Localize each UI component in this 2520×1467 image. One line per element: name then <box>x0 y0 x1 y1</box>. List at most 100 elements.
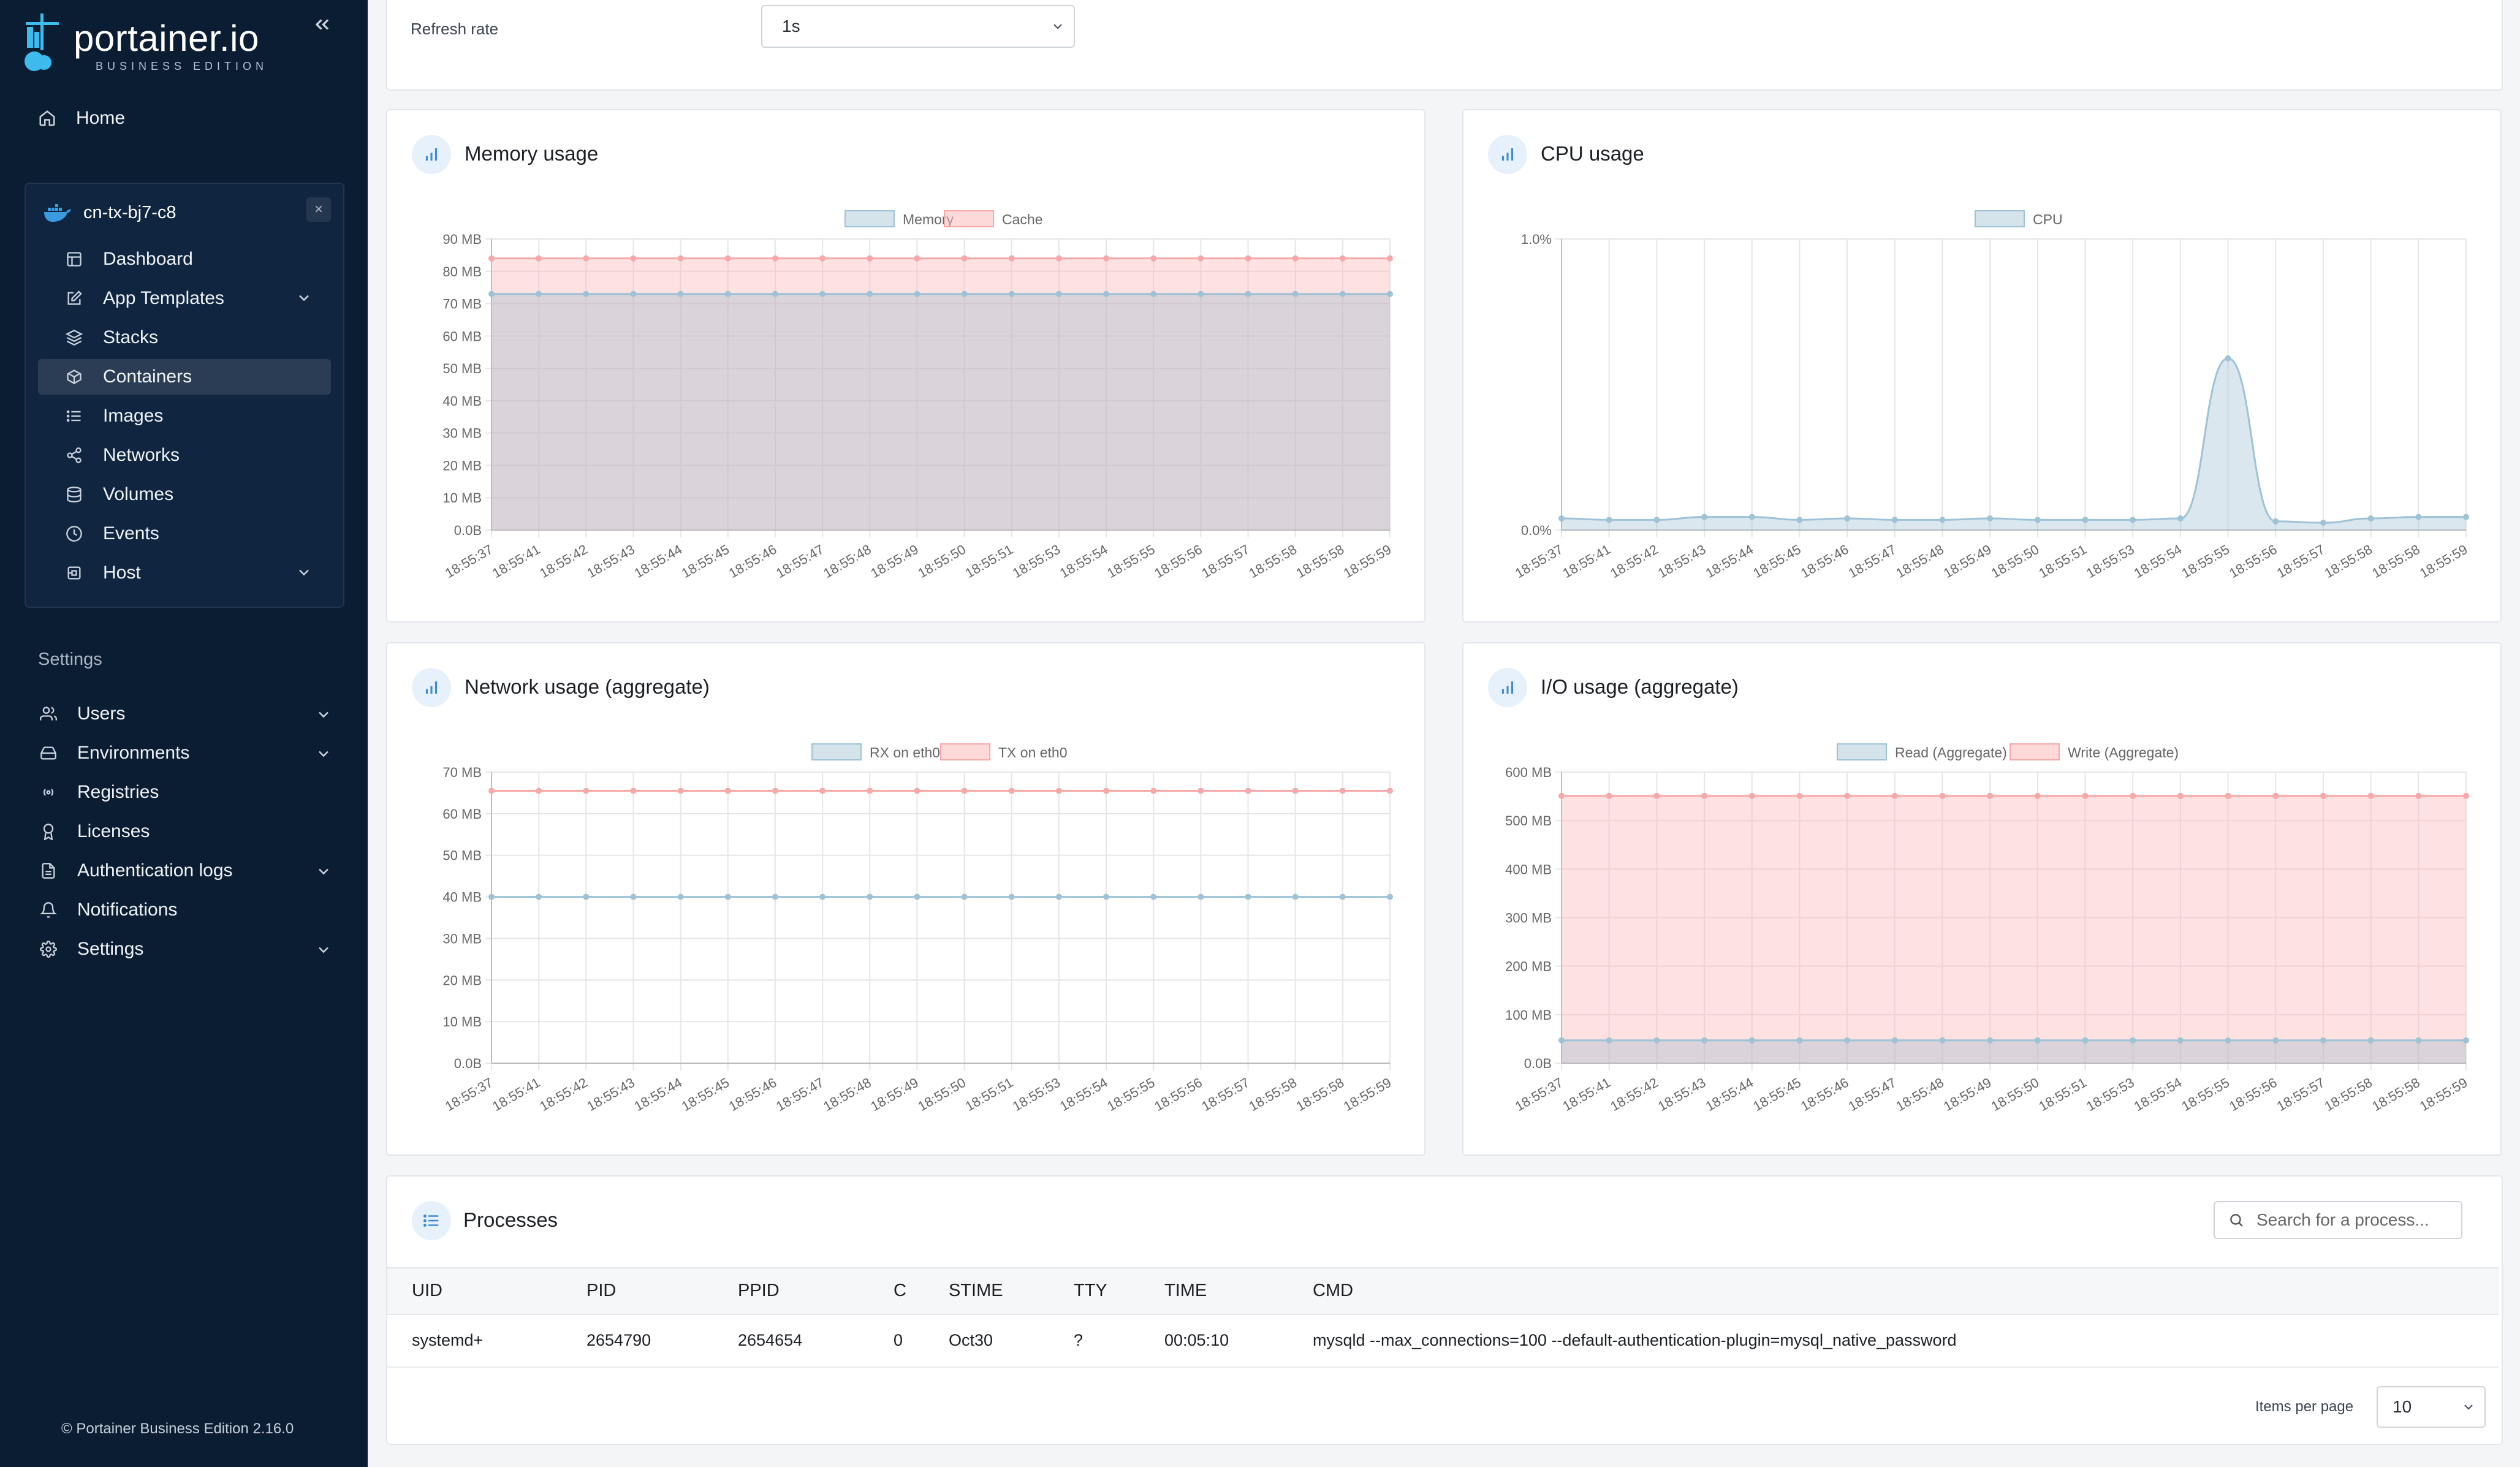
x-tick-label: 18:55:55 <box>1104 542 1158 581</box>
sidebar-item-authentication-logs[interactable]: Authentication logs <box>38 854 332 887</box>
data-point <box>1103 893 1110 900</box>
y-tick-label: 40 MB <box>442 393 482 409</box>
data-point <box>1987 1037 1994 1044</box>
search-input[interactable] <box>2255 1206 2454 1234</box>
data-point <box>914 290 920 297</box>
sidebar-item-dashboard[interactable]: Dashboard <box>38 241 331 277</box>
x-tick-label: 18:55:49 <box>868 542 921 581</box>
column-header-pid[interactable]: PID <box>586 1281 617 1300</box>
data-point <box>1387 290 1393 297</box>
data-point <box>536 255 542 262</box>
brand[interactable]: portainer.io BUSINESS EDITION <box>22 11 341 72</box>
x-tick-label: 18:55:41 <box>490 542 543 581</box>
sidebar-item-label: Host <box>103 563 141 583</box>
data-point <box>961 290 968 297</box>
data-point <box>772 787 778 794</box>
x-tick-label: 18:55:42 <box>537 542 590 581</box>
data-point <box>1339 787 1346 794</box>
process-search[interactable] <box>2214 1201 2462 1239</box>
refresh-rate-select[interactable]: 1s <box>761 5 1075 48</box>
sidebar-item-notifications[interactable]: Notifications <box>38 893 332 927</box>
data-point <box>2367 792 2374 799</box>
sidebar-item-settings[interactable]: Settings <box>38 933 332 966</box>
data-point <box>488 893 495 900</box>
collapse-sidebar-button[interactable] <box>309 13 335 39</box>
x-tick-label: 18:55:37 <box>442 542 496 581</box>
data-point <box>1748 792 1755 799</box>
data-point <box>1701 514 1708 520</box>
data-point <box>1150 893 1157 900</box>
table-row: systemd+ 2654790 2654654 0 Oct30 ? 00:05… <box>387 1314 2499 1368</box>
sidebar-item-label: Users <box>77 703 126 724</box>
items-per-page-select[interactable]: 10 <box>2377 1386 2486 1428</box>
cpu-icon <box>64 563 85 583</box>
data-point <box>1292 893 1299 900</box>
x-tick-label: 18:55:51 <box>963 542 1016 581</box>
y-tick-label: 20 MB <box>442 458 482 473</box>
sidebar-item-stacks[interactable]: Stacks <box>38 320 331 355</box>
x-tick-label: 18:55:59 <box>2417 1075 2470 1114</box>
award-icon <box>38 821 59 842</box>
sidebar-item-networks[interactable]: Networks <box>38 438 331 473</box>
x-tick-label: 18:55:58 <box>1294 542 1347 581</box>
x-tick-label: 18:55:53 <box>1010 1075 1063 1114</box>
data-point <box>914 787 920 794</box>
x-tick-label: 18:55:54 <box>2131 1075 2185 1114</box>
x-tick-label: 18:55:53 <box>1010 542 1063 581</box>
data-point <box>724 787 731 794</box>
data-point <box>488 290 495 297</box>
data-point <box>1844 515 1851 521</box>
chevron-down-icon <box>299 295 309 301</box>
x-tick-label: 18:55:43 <box>1655 1075 1709 1114</box>
x-tick-label: 18:55:59 <box>1341 1075 1394 1114</box>
data-point <box>1150 255 1157 262</box>
y-tick-label: 100 MB <box>1505 1007 1552 1023</box>
legend-swatch <box>811 743 862 760</box>
column-header-tty[interactable]: TTY <box>1074 1281 1107 1300</box>
data-point <box>2415 1037 2422 1044</box>
x-tick-label: 18:55:47 <box>1846 1075 1899 1114</box>
x-tick-label: 18:55:44 <box>631 542 685 581</box>
data-point <box>677 893 684 900</box>
gear-icon <box>38 939 59 960</box>
data-point <box>677 255 684 262</box>
data-point <box>1748 514 1755 520</box>
sidebar-item-host[interactable]: Host <box>38 555 331 591</box>
column-header-c[interactable]: C <box>894 1281 906 1300</box>
environment-header[interactable]: cn-tx-bj7-c8 <box>43 197 176 228</box>
data-point <box>867 787 873 794</box>
close-environment-button[interactable]: × <box>306 197 331 222</box>
chart-icon <box>412 135 451 174</box>
column-header-cmd[interactable]: CMD <box>1313 1281 1354 1300</box>
data-point <box>1987 792 1994 799</box>
sidebar-item-registries[interactable]: Registries <box>38 776 332 809</box>
cell-time: 00:05:10 <box>1164 1331 1229 1349</box>
sidebar-item-label: Events <box>103 523 159 544</box>
x-tick-label: 18:55:51 <box>963 1075 1016 1114</box>
data-point <box>1558 515 1565 521</box>
x-tick-label: 18:55:41 <box>1560 1075 1614 1114</box>
data-point <box>1292 787 1299 794</box>
x-tick-label: 18:55:55 <box>2179 1075 2232 1114</box>
sidebar-item-images[interactable]: Images <box>38 398 331 434</box>
docker-icon <box>44 204 71 222</box>
edit-icon <box>64 288 85 309</box>
sidebar-item-users[interactable]: Users <box>38 697 332 730</box>
y-tick-label: 90 MB <box>442 232 482 247</box>
sidebar-item-licenses[interactable]: Licenses <box>38 815 332 848</box>
sidebar-item-containers[interactable]: Containers <box>38 359 331 395</box>
column-header-uid[interactable]: UID <box>412 1281 442 1300</box>
sidebar-item-events[interactable]: Events <box>38 516 331 552</box>
cell-cmd: mysqld --max_connections=100 --default-a… <box>1313 1331 1957 1349</box>
x-tick-label: 18:55:48 <box>1893 542 1946 581</box>
sidebar-item-app-templates[interactable]: App Templates <box>38 281 331 316</box>
sidebar-item-environments[interactable]: Environments <box>38 737 332 770</box>
column-header-stime[interactable]: STIME <box>949 1281 1003 1300</box>
column-header-time[interactable]: TIME <box>1164 1281 1207 1300</box>
sidebar-item-home[interactable]: Home <box>37 103 125 134</box>
data-point <box>677 787 684 794</box>
column-header-ppid[interactable]: PPID <box>738 1281 780 1300</box>
x-tick-label: 18:55:37 <box>1512 1075 1566 1114</box>
sidebar-item-volumes[interactable]: Volumes <box>38 477 331 512</box>
